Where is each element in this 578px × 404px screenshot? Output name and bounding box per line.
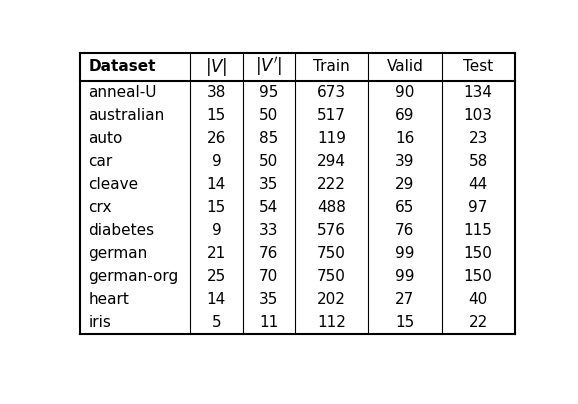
Text: 39: 39	[395, 154, 414, 168]
Text: 16: 16	[395, 130, 414, 145]
Text: 673: 673	[317, 84, 346, 99]
Text: iris: iris	[88, 315, 111, 330]
Text: 54: 54	[259, 200, 279, 215]
Text: 44: 44	[469, 177, 488, 191]
Text: 5: 5	[212, 315, 221, 330]
Text: 119: 119	[317, 130, 346, 145]
Text: Test: Test	[463, 59, 493, 74]
Text: heart: heart	[88, 292, 129, 307]
Text: 90: 90	[395, 84, 414, 99]
Text: Train: Train	[313, 59, 350, 74]
Text: cleave: cleave	[88, 177, 139, 191]
Text: 294: 294	[317, 154, 346, 168]
Text: diabetes: diabetes	[88, 223, 154, 238]
Text: 9: 9	[212, 223, 221, 238]
Text: 23: 23	[469, 130, 488, 145]
Text: 35: 35	[259, 292, 279, 307]
Text: 9: 9	[212, 154, 221, 168]
Text: 750: 750	[317, 269, 346, 284]
Text: 115: 115	[464, 223, 492, 238]
Text: anneal-U: anneal-U	[88, 84, 157, 99]
Text: 14: 14	[207, 292, 226, 307]
Text: car: car	[88, 154, 113, 168]
Text: 33: 33	[259, 223, 279, 238]
Text: 99: 99	[395, 269, 414, 284]
Text: 11: 11	[259, 315, 279, 330]
Text: 25: 25	[207, 269, 226, 284]
Text: 40: 40	[469, 292, 488, 307]
Text: Dataset: Dataset	[88, 59, 156, 74]
Text: 22: 22	[469, 315, 488, 330]
Text: 76: 76	[259, 246, 279, 261]
Text: 202: 202	[317, 292, 346, 307]
Text: 65: 65	[395, 200, 414, 215]
Text: 70: 70	[259, 269, 279, 284]
Text: 15: 15	[207, 107, 226, 122]
Text: auto: auto	[88, 130, 123, 145]
Text: 29: 29	[395, 177, 414, 191]
Text: $|V'|$: $|V'|$	[255, 55, 283, 78]
Text: 27: 27	[395, 292, 414, 307]
Text: 112: 112	[317, 315, 346, 330]
Text: 95: 95	[259, 84, 279, 99]
Text: 38: 38	[207, 84, 226, 99]
Text: 517: 517	[317, 107, 346, 122]
Text: 50: 50	[259, 107, 279, 122]
Text: 15: 15	[395, 315, 414, 330]
Text: 134: 134	[464, 84, 492, 99]
Text: 750: 750	[317, 246, 346, 261]
Text: 15: 15	[207, 200, 226, 215]
Text: german: german	[88, 246, 147, 261]
Text: 85: 85	[259, 130, 279, 145]
Text: 69: 69	[395, 107, 414, 122]
Text: crx: crx	[88, 200, 112, 215]
Text: australian: australian	[88, 107, 165, 122]
Text: 58: 58	[469, 154, 488, 168]
Text: $|V|$: $|V|$	[205, 56, 228, 78]
Text: 50: 50	[259, 154, 279, 168]
Text: 97: 97	[469, 200, 488, 215]
Text: 103: 103	[464, 107, 492, 122]
Text: 14: 14	[207, 177, 226, 191]
Text: 76: 76	[395, 223, 414, 238]
Text: german-org: german-org	[88, 269, 179, 284]
Text: 21: 21	[207, 246, 226, 261]
Text: 150: 150	[464, 269, 492, 284]
Text: 222: 222	[317, 177, 346, 191]
Text: Valid: Valid	[387, 59, 423, 74]
Text: 26: 26	[207, 130, 226, 145]
Text: 576: 576	[317, 223, 346, 238]
Text: 35: 35	[259, 177, 279, 191]
Text: 99: 99	[395, 246, 414, 261]
Text: 150: 150	[464, 246, 492, 261]
Text: 488: 488	[317, 200, 346, 215]
